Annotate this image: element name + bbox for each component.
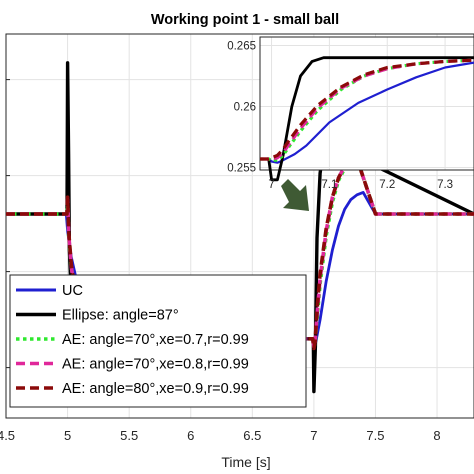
chart-title: Working point 1 - small ball [151, 12, 339, 28]
inset-series [260, 56, 474, 182]
legend-box [9, 274, 307, 408]
main-plot-area [5, 33, 474, 419]
legend-label-4: AE: angle=70°,xe=0.8,r=0.99 [62, 357, 249, 373]
legend-label-2: Ellipse: angle=87° [62, 308, 179, 324]
main-series-line-4 [6, 157, 474, 351]
inset-y-tick-label: 0.255 [227, 163, 256, 175]
inset-x-tick-label: 7.3 [437, 179, 453, 191]
main-x-tick-label: 8 [433, 428, 440, 443]
inset-plot-area [259, 36, 474, 171]
main-x-tick-label: 5.5 [120, 428, 138, 443]
main-y-tick-marks [6, 79, 10, 369]
inset-series-line-1 [260, 61, 474, 164]
legend-label-5: AE: angle=80°,xe=0.9,r=0.99 [62, 381, 249, 397]
inset-x-tick-labels: 7 7.1 7.2 7.3 [268, 179, 453, 191]
inset-y-tick-label: 0.26 [234, 102, 256, 114]
inset-x-tick-label: 7 [268, 179, 274, 191]
inset-x-tick-label: 7.2 [379, 179, 395, 191]
inset-background [260, 37, 474, 170]
main-x-tick-label: 5 [64, 428, 71, 443]
main-x-tick-label: 4.5 [0, 428, 15, 443]
main-x-tick-label: 7.5 [366, 428, 384, 443]
legend-label-3: AE: angle=70°,xe=0.7,r=0.99 [62, 332, 249, 348]
main-x-tick-labels: 4.5 5 5.5 6 6.5 7 7.5 8 [0, 428, 441, 443]
main-x-tick-label: 6 [187, 428, 194, 443]
zoom-arrow [281, 179, 309, 211]
main-x-tick-label: 6.5 [243, 428, 261, 443]
main-x-tick-label: 7 [310, 428, 317, 443]
inset-grid [260, 37, 474, 170]
inset-series-line-5 [260, 58, 474, 161]
inset-y-tick-label: 0.265 [227, 41, 256, 53]
inset-series-line-2 [260, 56, 474, 182]
x-axis-label: Time [s] [221, 454, 270, 470]
legend-label-1: UC [62, 283, 83, 299]
legend: UC Ellipse: angle=87° AE: angle=70°,xe=0.7… [9, 274, 307, 408]
inset-x-tick-label: 7.1 [321, 179, 337, 191]
inset-y-tick-labels: 0.255 0.26 0.265 [227, 41, 256, 175]
